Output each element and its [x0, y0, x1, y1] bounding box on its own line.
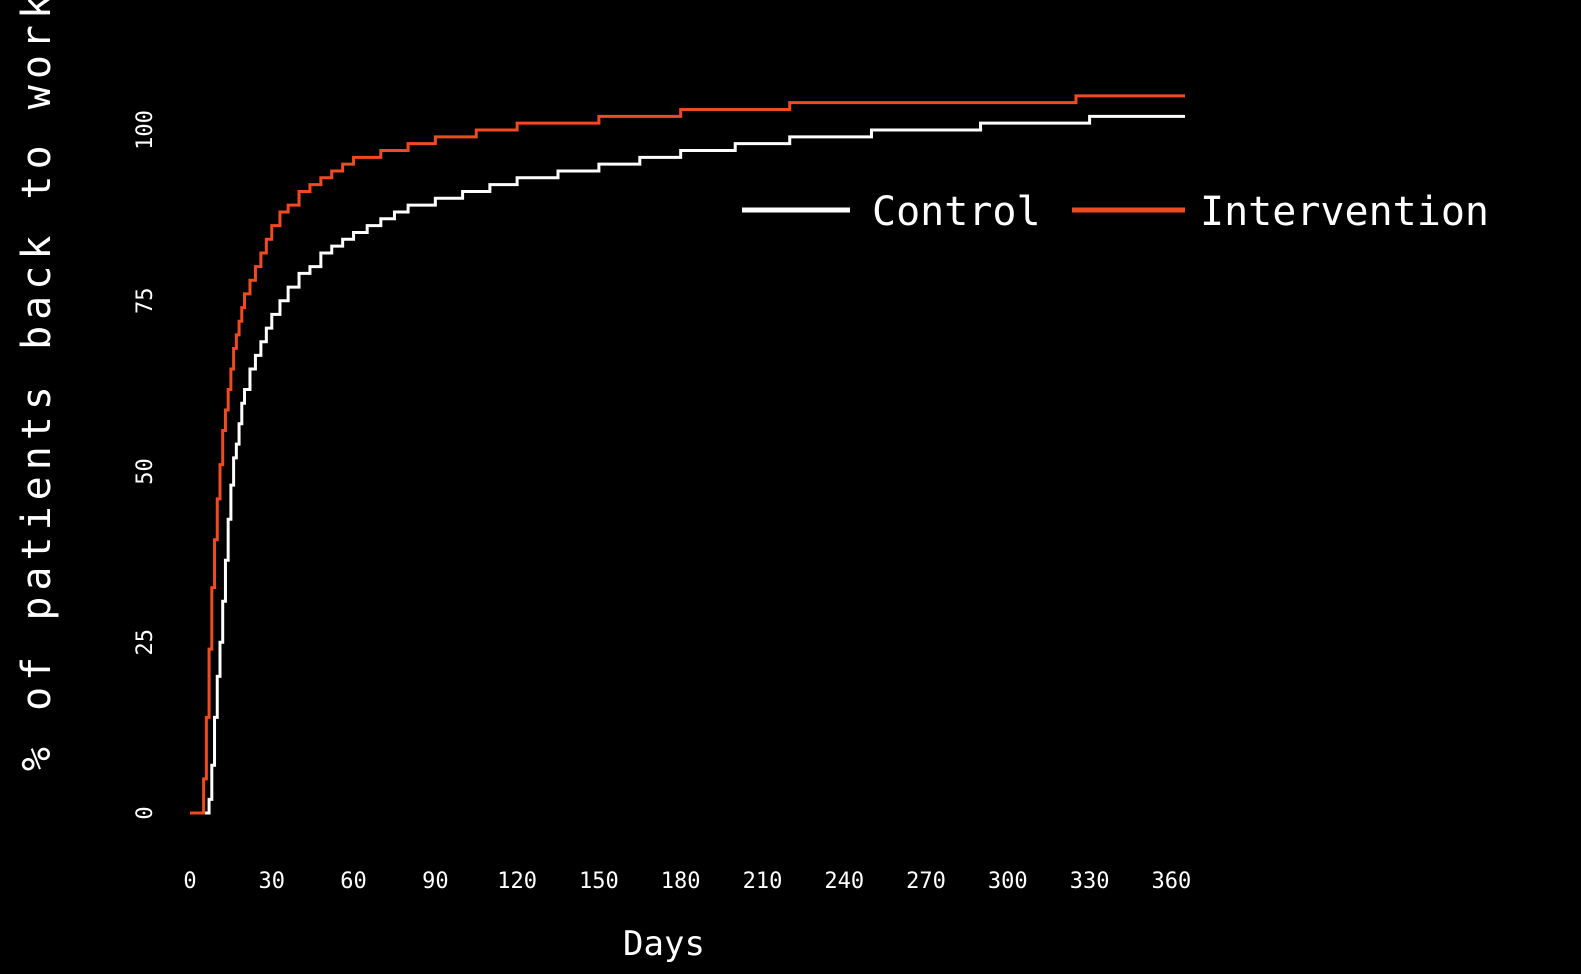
y-tick-label: 75	[133, 288, 158, 315]
y-tick-label: 100	[133, 110, 158, 150]
x-tick-label: 300	[988, 869, 1028, 894]
x-axis-ticks: 0 30 60 90 120 150 180 210 240 270 300 330 360	[183, 869, 1191, 894]
y-axis-label: % of patients back to work	[14, 0, 60, 771]
x-tick-label: 270	[906, 869, 946, 894]
y-tick-label: 25	[133, 629, 158, 656]
x-axis-label: Days	[623, 924, 705, 964]
x-tick-label: 240	[824, 869, 864, 894]
x-tick-label: 180	[661, 869, 701, 894]
x-tick-label: 120	[497, 869, 537, 894]
x-tick-label: 0	[183, 869, 196, 894]
y-axis-ticks: 0 25 50 75 100	[133, 110, 158, 820]
legend: Control Intervention	[742, 189, 1489, 235]
series-lines	[190, 94, 1185, 815]
x-tick-label: 90	[422, 869, 449, 894]
y-tick-label: 50	[133, 458, 158, 485]
x-tick-label: 210	[743, 869, 783, 894]
legend-label-intervention: Intervention	[1200, 189, 1489, 235]
y-tick-label: 0	[133, 806, 158, 819]
x-tick-label: 150	[579, 869, 619, 894]
x-tick-label: 30	[259, 869, 286, 894]
series-line-control	[190, 114, 1185, 815]
y-axis-label-group: % of patients back to work	[14, 0, 60, 771]
x-tick-label: 360	[1151, 869, 1191, 894]
x-tick-label: 330	[1070, 869, 1110, 894]
x-tick-label: 60	[340, 869, 367, 894]
legend-label-control: Control	[872, 189, 1041, 235]
series-line-intervention	[190, 94, 1185, 815]
